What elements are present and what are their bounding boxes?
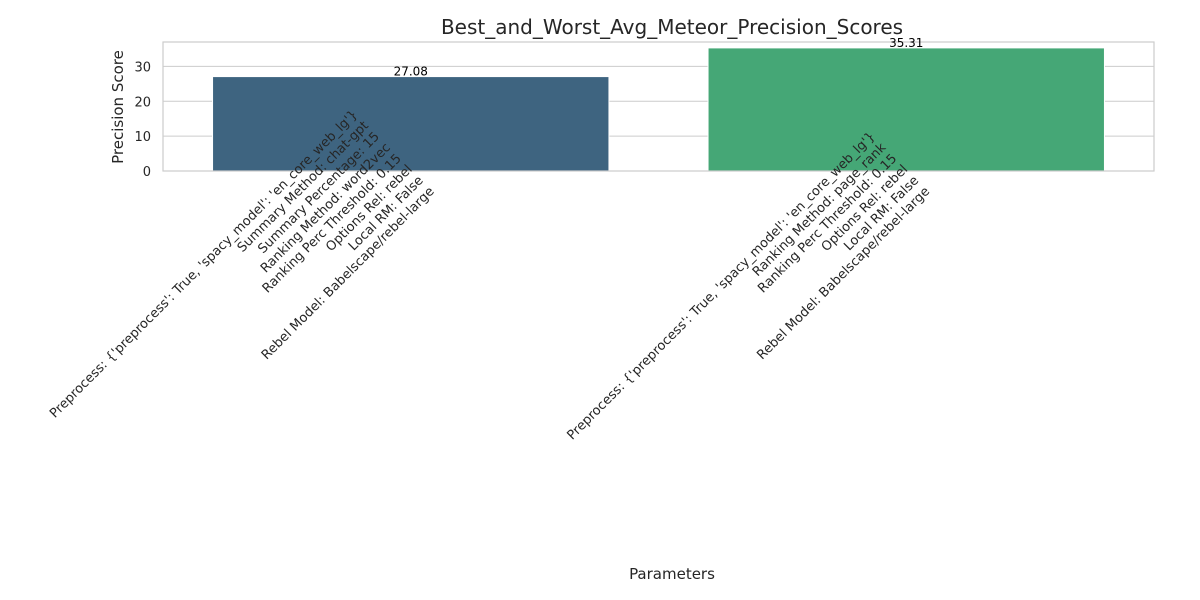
data-labels: 27.08 35.31 [394,36,924,79]
x-category-label: Preprocess: {'preprocess': True, 'spacy_… [564,129,933,443]
y-axis-label: Precision Score [109,50,127,164]
y-tick-label: 0 [143,165,151,180]
plot-frame [162,41,1155,172]
bar-value-label: 27.08 [394,65,428,79]
bar [212,76,610,172]
y-tick-label: 30 [134,60,151,75]
chart-title: Best_and_Worst_Avg_Meteor_Precision_Scor… [441,15,903,39]
x-axis-label: Parameters [629,565,715,583]
y-tick-label: 10 [134,130,151,145]
y-axis-ticks: 0 10 20 30 [134,60,151,180]
x-category-label-line: Preprocess: {'preprocess': True, 'spacy_… [47,108,361,422]
y-tick-label: 20 [134,95,151,110]
bar-value-label: 35.31 [889,36,923,50]
bar [707,47,1105,172]
